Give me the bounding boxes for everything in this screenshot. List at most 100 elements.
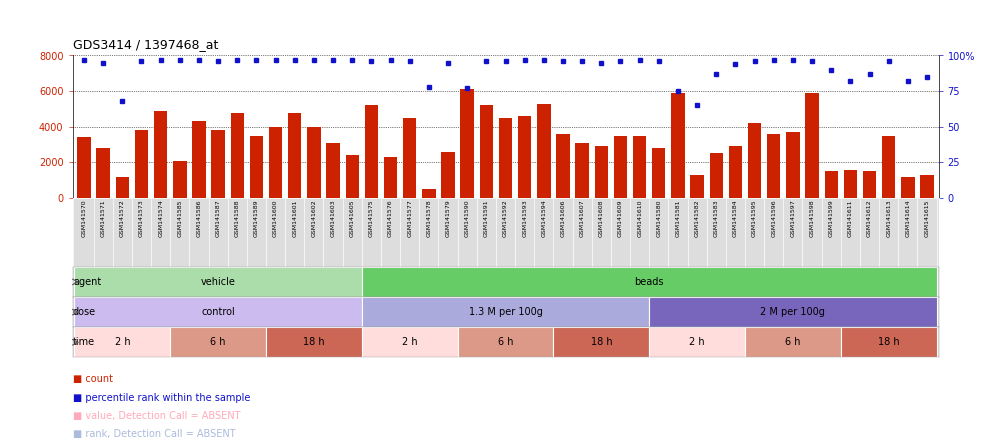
Text: 6 h: 6 h (210, 337, 226, 347)
Text: 2 M per 100g: 2 M per 100g (760, 307, 826, 317)
Bar (173, 161, 186, 198)
Bar (154, 111, 167, 198)
Bar (231, 112, 244, 198)
Bar (326, 143, 339, 198)
Text: GSM141589: GSM141589 (254, 199, 259, 237)
Text: time: time (73, 337, 95, 347)
Text: 18 h: 18 h (303, 337, 324, 347)
Text: GSM141582: GSM141582 (695, 199, 700, 237)
Text: GSM141613: GSM141613 (886, 199, 891, 237)
Text: GSM141614: GSM141614 (905, 199, 910, 237)
Text: GSM141579: GSM141579 (445, 199, 450, 237)
Bar (250, 136, 263, 198)
Bar (672, 93, 685, 198)
Text: ■ value, Detection Call = ABSENT: ■ value, Detection Call = ABSENT (73, 411, 240, 421)
Bar (269, 127, 282, 198)
Text: GSM141596: GSM141596 (771, 199, 776, 237)
Bar (441, 152, 455, 198)
Text: GSM141608: GSM141608 (599, 199, 604, 237)
Text: GSM141597: GSM141597 (790, 199, 796, 237)
Bar (135, 131, 148, 198)
Bar (362, 327, 457, 357)
Text: GSM141603: GSM141603 (330, 199, 335, 237)
Text: 18 h: 18 h (590, 337, 612, 347)
Text: GSM141602: GSM141602 (311, 199, 316, 237)
Bar (97, 148, 110, 198)
Text: GSM141609: GSM141609 (618, 199, 623, 237)
Bar (75, 297, 362, 327)
Bar (422, 189, 436, 198)
Bar (844, 170, 857, 198)
Bar (537, 103, 551, 198)
Text: 18 h: 18 h (878, 337, 899, 347)
Bar (841, 327, 937, 357)
Bar (863, 171, 876, 198)
Text: GSM141600: GSM141600 (273, 199, 278, 237)
Text: GSM141586: GSM141586 (196, 199, 201, 237)
Bar (786, 132, 800, 198)
Text: vehicle: vehicle (200, 277, 236, 287)
Text: GSM141587: GSM141587 (215, 199, 221, 237)
Bar (882, 136, 895, 198)
Text: GSM141595: GSM141595 (752, 199, 757, 237)
Text: 1.3 M per 100g: 1.3 M per 100g (468, 307, 543, 317)
Bar (384, 157, 397, 198)
Text: GSM141585: GSM141585 (177, 199, 182, 237)
Bar (192, 121, 205, 198)
Text: ■ percentile rank within the sample: ■ percentile rank within the sample (73, 392, 250, 403)
Text: GSM141577: GSM141577 (407, 199, 412, 237)
Text: GDS3414 / 1397468_at: GDS3414 / 1397468_at (73, 38, 218, 51)
Text: GSM141575: GSM141575 (369, 199, 374, 237)
Bar (266, 327, 362, 357)
Text: GSM141599: GSM141599 (829, 199, 834, 237)
Bar (650, 327, 745, 357)
Text: 2 h: 2 h (115, 337, 130, 347)
Bar (825, 171, 838, 198)
Bar (653, 148, 666, 198)
Bar (729, 147, 742, 198)
Bar (748, 123, 761, 198)
Bar (613, 136, 627, 198)
Text: GSM141574: GSM141574 (158, 199, 163, 237)
Bar (403, 118, 417, 198)
Text: GSM141570: GSM141570 (82, 199, 87, 237)
Text: GSM141590: GSM141590 (464, 199, 469, 237)
Text: GSM141583: GSM141583 (714, 199, 719, 237)
Bar (901, 177, 914, 198)
Text: GSM141584: GSM141584 (733, 199, 738, 237)
Bar (345, 155, 358, 198)
Bar (457, 327, 554, 357)
Bar (554, 327, 650, 357)
Bar (633, 136, 646, 198)
Bar (710, 154, 723, 198)
Text: ■ rank, Detection Call = ABSENT: ■ rank, Detection Call = ABSENT (73, 428, 235, 439)
Text: 6 h: 6 h (497, 337, 514, 347)
Bar (920, 175, 933, 198)
Bar (75, 267, 362, 297)
Bar (116, 177, 129, 198)
Bar (556, 134, 570, 198)
Text: GSM141581: GSM141581 (676, 199, 681, 237)
Text: GSM141578: GSM141578 (426, 199, 431, 237)
Text: GSM141607: GSM141607 (580, 199, 585, 237)
Bar (806, 93, 819, 198)
Text: GSM141576: GSM141576 (388, 199, 393, 237)
Text: dose: dose (73, 307, 96, 317)
Text: GSM141611: GSM141611 (848, 199, 853, 237)
Text: GSM141591: GSM141591 (483, 199, 488, 237)
Bar (78, 138, 91, 198)
Bar (691, 175, 704, 198)
Bar (211, 131, 225, 198)
Text: GSM141612: GSM141612 (867, 199, 872, 237)
Bar (498, 118, 513, 198)
Text: beads: beads (634, 277, 664, 287)
Bar (745, 327, 841, 357)
Text: GSM141593: GSM141593 (523, 199, 528, 237)
Bar (460, 89, 474, 198)
Bar (650, 297, 937, 327)
Bar (75, 327, 170, 357)
Text: GSM141573: GSM141573 (139, 199, 144, 237)
Text: 2 h: 2 h (690, 337, 705, 347)
Text: GSM141580: GSM141580 (657, 199, 662, 237)
Bar (365, 105, 378, 198)
